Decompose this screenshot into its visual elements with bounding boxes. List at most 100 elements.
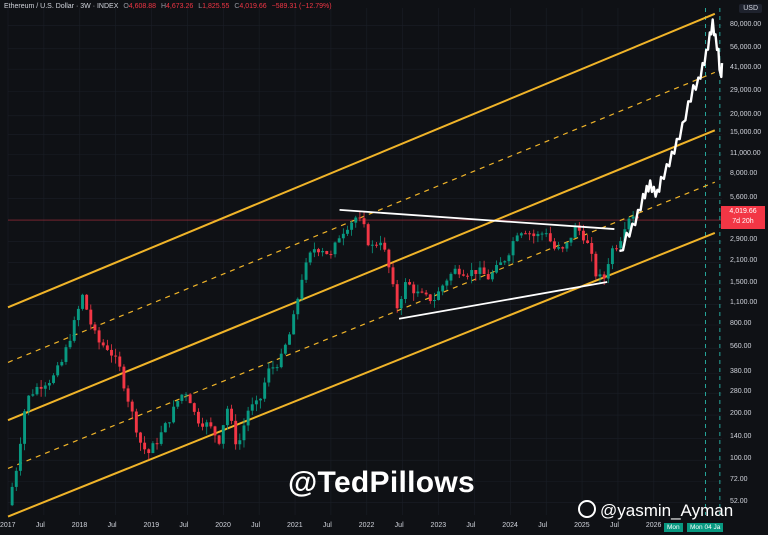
price-tick-label: 52.00 bbox=[730, 497, 748, 505]
candle-body-127 bbox=[536, 234, 540, 237]
candle-body-122 bbox=[515, 235, 519, 242]
candle-body-100 bbox=[424, 292, 428, 295]
low-key: L bbox=[198, 3, 203, 10]
price-tick-label: 2,900.00 bbox=[730, 236, 758, 244]
candle-body-50 bbox=[217, 435, 221, 444]
candle-body-140 bbox=[590, 243, 594, 254]
channel-solid-2 bbox=[7, 231, 716, 518]
candle-body-143 bbox=[602, 274, 606, 279]
candle-body-93 bbox=[395, 284, 399, 309]
low-value: 1,825.55 bbox=[202, 3, 230, 10]
candle-body-91 bbox=[387, 249, 391, 268]
candle-body-32 bbox=[143, 442, 147, 450]
candle-body-72 bbox=[308, 252, 312, 263]
candle-body-135 bbox=[569, 237, 573, 243]
candle-body-141 bbox=[594, 253, 598, 277]
candle-body-71 bbox=[304, 262, 308, 280]
candle-body-107 bbox=[453, 268, 457, 274]
candle-body-134 bbox=[565, 242, 569, 249]
candle-body-108 bbox=[457, 268, 461, 275]
price-tick-label: 140.00 bbox=[730, 433, 752, 441]
candle-body-0 bbox=[10, 486, 14, 506]
candle-body-49 bbox=[213, 426, 217, 436]
candle-body-47 bbox=[205, 422, 209, 427]
candle-body-89 bbox=[379, 242, 383, 246]
candle-body-129 bbox=[544, 233, 548, 235]
watermark-yasmin-text: @yasmin_Ayman bbox=[600, 501, 734, 520]
price-tick-label: 5,600.00 bbox=[730, 193, 758, 201]
close-value: 4,019.66 bbox=[239, 3, 267, 10]
time-tick-label: 2019 bbox=[143, 522, 160, 529]
candle-body-34 bbox=[151, 443, 155, 454]
open-value: 4,608.88 bbox=[128, 3, 157, 10]
projection-path bbox=[619, 18, 724, 253]
candle-body-36 bbox=[159, 432, 163, 444]
projection-line bbox=[619, 18, 724, 253]
candles bbox=[10, 210, 639, 507]
candle-body-23 bbox=[105, 345, 109, 350]
candle-body-133 bbox=[561, 247, 565, 249]
candle-body-37 bbox=[163, 423, 167, 433]
candle-body-66 bbox=[283, 344, 287, 354]
candle-body-82 bbox=[350, 222, 354, 230]
chart-header: Ethereum / U.S. Dollar · 3W · INDEX O4,6… bbox=[4, 3, 332, 10]
candle-body-5 bbox=[31, 394, 35, 396]
candle-body-9 bbox=[47, 382, 51, 386]
candle-body-41 bbox=[180, 394, 184, 401]
candle-body-48 bbox=[209, 422, 213, 427]
candle-body-1 bbox=[14, 470, 18, 487]
time-tick-label: Jul bbox=[466, 522, 476, 529]
candle-body-101 bbox=[428, 294, 432, 302]
price-tick-label: 200.00 bbox=[730, 410, 752, 418]
future-label-1: Mon bbox=[664, 523, 683, 532]
candle-body-120 bbox=[507, 255, 511, 262]
candle-body-132 bbox=[557, 247, 561, 249]
candle-body-78 bbox=[333, 242, 337, 255]
candle-body-27 bbox=[122, 366, 126, 389]
candle-body-35 bbox=[155, 443, 159, 445]
candle-body-24 bbox=[110, 349, 113, 356]
candle-body-113 bbox=[478, 267, 482, 274]
candle-body-76 bbox=[325, 250, 329, 255]
binance-logo-icon bbox=[578, 500, 596, 518]
candle-body-115 bbox=[486, 274, 490, 280]
time-tick-label: Jul bbox=[179, 522, 189, 529]
high-key: H bbox=[160, 3, 167, 10]
candle-body-86 bbox=[366, 224, 370, 246]
candle-body-33 bbox=[147, 449, 151, 454]
candle-body-26 bbox=[118, 356, 122, 367]
time-tick-label: Jul bbox=[107, 522, 117, 529]
candle-body-15 bbox=[72, 320, 76, 341]
currency-label[interactable]: USD bbox=[739, 4, 762, 13]
candle-body-139 bbox=[586, 240, 590, 244]
candle-body-103 bbox=[437, 291, 441, 301]
price-tick-label: 2,100.00 bbox=[730, 257, 758, 265]
candle-body-94 bbox=[399, 298, 403, 309]
grid bbox=[7, 8, 722, 515]
candle-body-124 bbox=[524, 233, 527, 235]
candle-body-99 bbox=[420, 291, 424, 293]
time-tick-label: 2026 bbox=[645, 522, 662, 529]
price-tick-label: 56,000.00 bbox=[730, 43, 762, 51]
candle-body-14 bbox=[68, 340, 72, 348]
price-tick-label: 41,000.00 bbox=[730, 64, 762, 72]
candle-body-46 bbox=[201, 423, 205, 427]
candle-body-83 bbox=[354, 217, 358, 223]
candle-body-79 bbox=[337, 238, 341, 243]
candle-body-84 bbox=[358, 217, 362, 219]
candle-body-12 bbox=[60, 361, 64, 366]
time-tick-label: Jul bbox=[35, 522, 45, 529]
candle-body-97 bbox=[412, 284, 416, 294]
candle-body-125 bbox=[528, 233, 532, 235]
candle-body-145 bbox=[610, 248, 614, 265]
channel-dashed-0 bbox=[7, 71, 716, 363]
candle-body-104 bbox=[441, 285, 445, 292]
candle-body-40 bbox=[176, 400, 180, 407]
candle-body-109 bbox=[461, 274, 465, 276]
candle-body-148 bbox=[623, 229, 627, 242]
price-tick-label: 15,000.00 bbox=[730, 129, 762, 137]
candle-body-110 bbox=[466, 275, 469, 277]
price-tick-label: 380.00 bbox=[730, 368, 752, 376]
